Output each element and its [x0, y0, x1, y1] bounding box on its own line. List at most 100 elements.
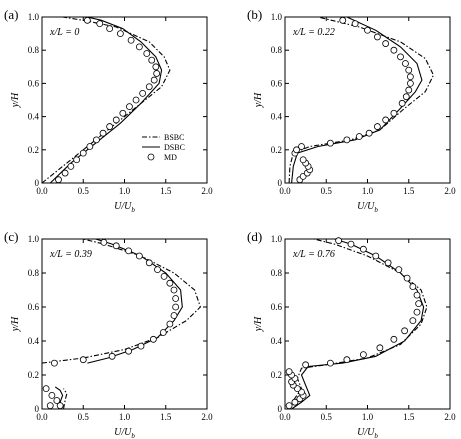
- y-tick-label: 1.0: [28, 234, 40, 244]
- md-marker: [79, 149, 87, 157]
- x-tick-label: 1.0: [119, 186, 131, 196]
- md-marker: [415, 300, 423, 308]
- md-marker: [143, 50, 151, 57]
- md-marker: [67, 162, 75, 170]
- x-axis-title-main: U/U: [114, 427, 132, 438]
- x-tick-label: 2.0: [444, 412, 456, 422]
- md-marker: [364, 26, 371, 34]
- md-marker: [148, 56, 156, 64]
- md-marker: [298, 143, 305, 150]
- chart-panel-3: 0.0 0.5 1.0 1.5 2.0 0 0.2 0.4 0.6 0.8 1.0 U/Ub y/H (c…: [4, 229, 213, 439]
- md-marker: [402, 60, 409, 67]
- md-marker: [56, 402, 64, 410]
- x-tick-label: 0.5: [321, 186, 333, 196]
- y-tick-label: 0.8: [271, 268, 283, 278]
- chart-panel-4: 0.0 0.5 1.0 1.5 2.0 0 0.2 0.4 0.6 0.8 1.0 U/Ub y/H (d…: [247, 229, 456, 439]
- md-marker: [343, 356, 351, 364]
- md-marker: [125, 347, 133, 355]
- md-marker: [382, 40, 390, 47]
- md-marker: [172, 295, 180, 302]
- md-marker: [108, 352, 116, 360]
- x-axis-title-main: U/U: [114, 201, 132, 212]
- md-marker: [406, 73, 414, 81]
- md-marker: [413, 308, 421, 316]
- series-line-bsbc: [288, 238, 428, 410]
- md-marker: [413, 291, 421, 299]
- md-marker: [137, 342, 145, 350]
- md-marker: [106, 123, 114, 130]
- chart-panel-1: 0.0 0.5 1.0 1.5 2.0 0 0.2 0.4 0.6 0.8 1.0 U/Ub y/H (a…: [4, 7, 213, 214]
- position-annotation: x/L = 0: [49, 27, 79, 38]
- x-tick-label: 1.0: [362, 186, 374, 196]
- md-marker: [42, 385, 50, 393]
- md-marker: [106, 25, 114, 33]
- md-marker: [347, 240, 355, 248]
- legend-swatch-md: [147, 153, 155, 161]
- x-axis-title: U/Ub: [357, 427, 378, 439]
- md-marker: [390, 335, 398, 343]
- md-marker: [119, 109, 127, 117]
- y-axis-title: y/H: [10, 316, 21, 332]
- x-axis-title-subscript: b: [131, 432, 135, 439]
- x-tick-label: 1.5: [160, 412, 172, 422]
- y-tick-label: 0.4: [28, 112, 40, 122]
- md-marker: [125, 247, 133, 255]
- md-marker: [401, 327, 409, 335]
- md-marker: [61, 169, 69, 177]
- md-marker: [373, 123, 381, 130]
- md-marker: [99, 129, 107, 137]
- x-tick-label: 0.5: [78, 186, 90, 196]
- y-axis-title: y/H: [10, 92, 21, 108]
- md-marker: [112, 116, 120, 124]
- x-tick-label: 2.0: [201, 412, 213, 422]
- md-marker: [93, 136, 100, 144]
- legend-label: DSBC: [164, 143, 185, 152]
- md-marker: [384, 259, 392, 267]
- md-marker: [170, 286, 178, 294]
- md-marker: [326, 139, 334, 147]
- panel-label: (b): [247, 7, 262, 22]
- series-line-bsbc-lower: [62, 388, 68, 410]
- x-tick-label: 1.5: [160, 186, 172, 196]
- y-tick-label: 0: [35, 178, 40, 188]
- md-marker: [299, 156, 307, 164]
- md-marker: [149, 335, 157, 343]
- x-tick-label: 0.0: [36, 186, 48, 196]
- md-marker: [96, 20, 104, 28]
- legend-label: MD: [164, 153, 177, 162]
- md-marker: [406, 80, 414, 87]
- y-tick-label: 1.0: [271, 12, 283, 22]
- md-marker: [154, 266, 161, 274]
- position-annotation: x/L = 0.76: [292, 249, 335, 260]
- md-marker: [335, 237, 343, 245]
- md-marker: [405, 66, 413, 74]
- md-marker: [359, 245, 367, 253]
- panel-label: (a): [4, 7, 18, 22]
- x-axis-title: U/Ub: [114, 201, 135, 214]
- position-annotation: x/L = 0.39: [49, 249, 92, 260]
- plot-frame: [284, 238, 451, 410]
- x-tick-label: 1.5: [403, 186, 415, 196]
- y-tick-label: 0.6: [28, 78, 40, 88]
- md-marker: [135, 252, 143, 260]
- x-tick-label: 1.5: [403, 412, 415, 422]
- legend-label: BSBC: [164, 133, 184, 142]
- series-line-dsbc: [87, 238, 183, 364]
- x-axis-title-main: U/U: [357, 201, 375, 212]
- x-tick-label: 1.0: [119, 412, 131, 422]
- md-marker: [395, 266, 403, 274]
- series-line-dsbc: [49, 16, 163, 184]
- x-axis-title: U/Ub: [114, 427, 135, 439]
- y-tick-label: 0.6: [271, 78, 283, 88]
- series-line-dsbc: [291, 238, 425, 410]
- md-marker: [55, 176, 62, 184]
- md-marker: [46, 402, 54, 410]
- y-tick-label: 0.8: [28, 45, 40, 55]
- md-marker: [160, 272, 168, 280]
- md-marker: [302, 361, 310, 369]
- md-marker: [145, 259, 153, 267]
- md-marker: [172, 303, 180, 311]
- md-marker: [390, 46, 398, 54]
- panel-label: (d): [247, 229, 262, 244]
